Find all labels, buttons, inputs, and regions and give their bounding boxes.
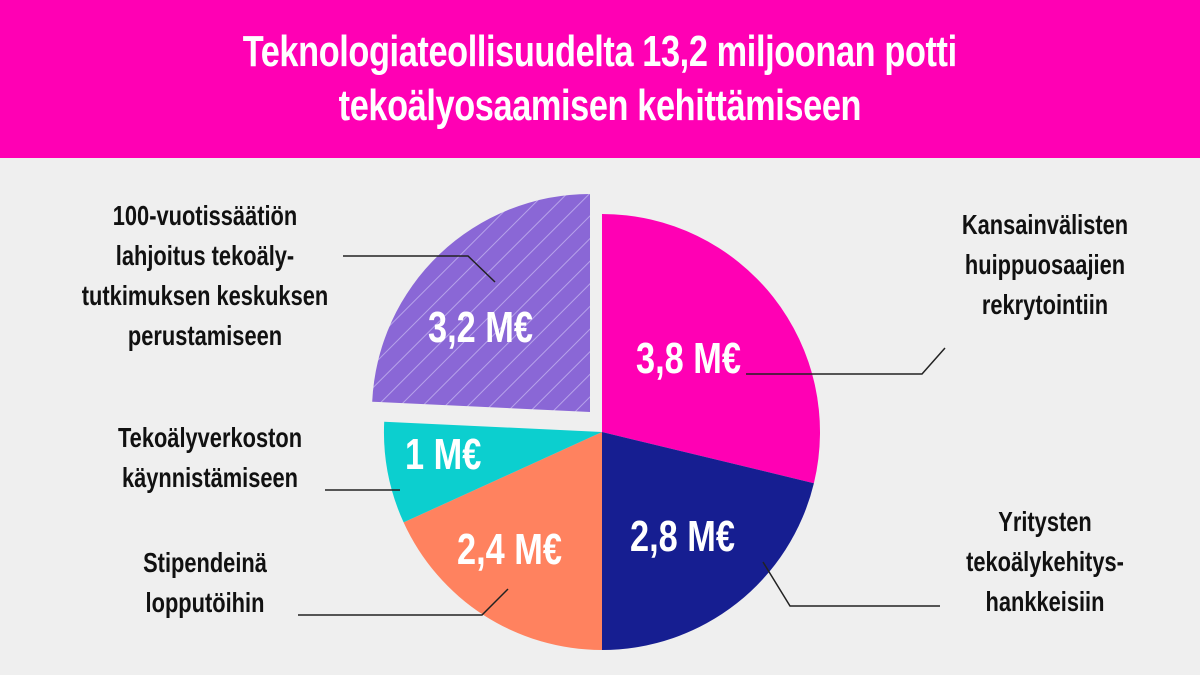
category-label-research-center: 100-vuotissäätiön lahjoitus tekoäly- tut… — [81, 200, 329, 351]
slice-network — [383, 421, 602, 523]
leader-line-scholarships — [298, 588, 509, 616]
category-label-network: Tekoälyverkoston käynnistämiseen — [117, 422, 303, 493]
leader-line-recruitment — [746, 347, 946, 375]
value-label-recruitment: 3,8 M€ — [636, 334, 741, 383]
title-line-1: Teknologiateollisuudelta 13,2 miljoonan … — [242, 27, 958, 76]
slice-scholarships — [403, 432, 602, 650]
category-label-recruitment: Kansainvälisten huippuosaajien rekrytoin… — [961, 209, 1129, 320]
title-banner: Teknologiateollisuudelta 13,2 miljoonan … — [0, 0, 1200, 158]
category-label-companies: Yritysten tekoälykehitys- hankkeisiin — [966, 506, 1124, 617]
slice-companies — [602, 432, 814, 650]
title-line-2: tekoälyosaamisen kehittämiseen — [338, 81, 862, 130]
category-label-scholarships: Stipendeinä lopputöihin — [143, 547, 267, 618]
value-label-companies: 2,8 M€ — [630, 512, 735, 561]
slice-research-center — [372, 194, 590, 412]
slice-recruitment — [602, 214, 820, 484]
leader-line-research-center — [343, 255, 496, 283]
value-label-research-center: 3,2 M€ — [428, 303, 533, 352]
value-label-network: 1 M€ — [405, 430, 482, 479]
value-label-scholarships: 2,4 M€ — [457, 525, 562, 574]
leader-line-companies — [762, 561, 940, 607]
